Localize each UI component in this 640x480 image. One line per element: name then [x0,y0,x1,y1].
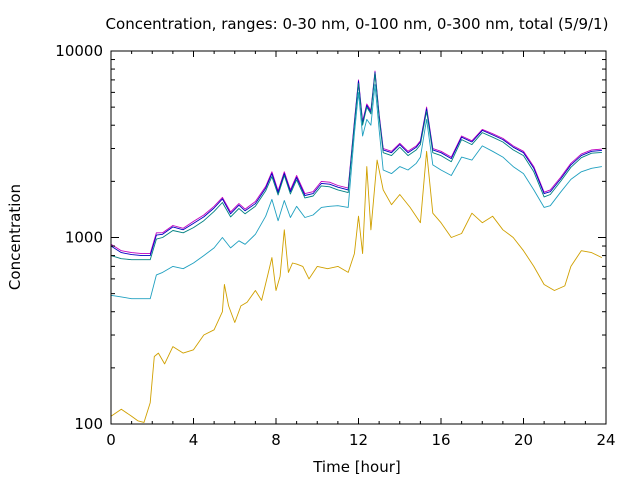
x-tick-label: 8 [271,431,281,449]
series-line-1 [110,70,602,255]
series-line-4 [110,84,602,300]
series-line-2 [110,71,602,257]
axis-layer: 0 4 8 12 16 20 24 100 1000 10000 [55,42,615,449]
x-tick-label: 24 [596,431,615,449]
y-axis-label: Concentration [6,184,24,290]
plot-frame [110,50,607,425]
series-line-5 [110,150,603,423]
x-tick-label: 12 [349,431,368,449]
x-tick-label: 0 [106,431,116,449]
x-tick-label: 4 [189,431,199,449]
x-axis-label: Time [hour] [312,458,401,476]
series-line-3 [110,72,602,261]
x-tick-label: 20 [514,431,533,449]
chart-title: Concentration, ranges: 0-30 nm, 0-100 nm… [106,15,609,33]
y-tick-label: 1000 [65,229,103,247]
series-layer [110,70,603,423]
x-tick-label: 16 [431,431,450,449]
y-tick-label: 10000 [55,42,103,60]
y-tick-label: 100 [74,415,103,433]
